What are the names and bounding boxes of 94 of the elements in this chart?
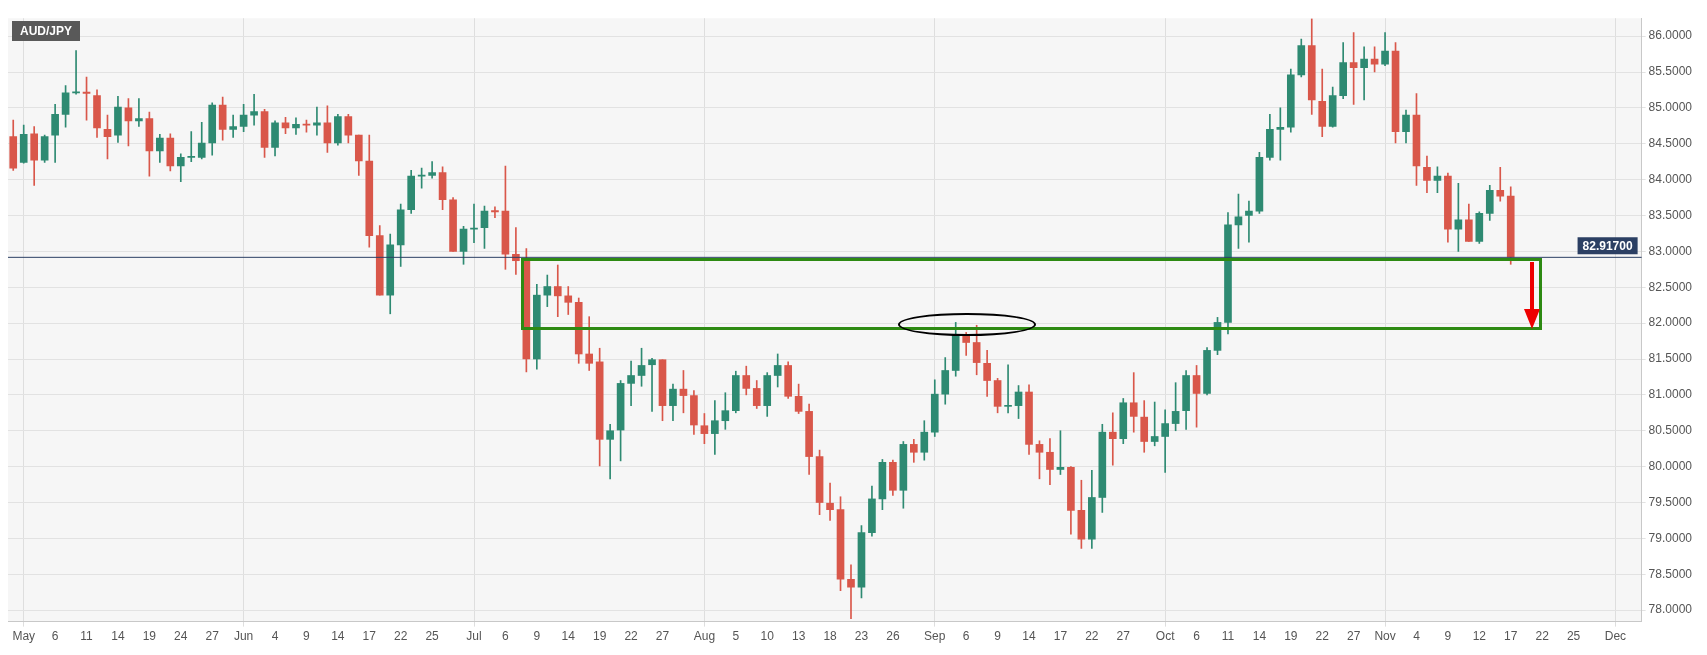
x-tick-label: 14	[561, 629, 576, 644]
x-tick-label: 17	[1053, 629, 1068, 644]
y-tick-label: 79.5000	[1648, 494, 1693, 509]
x-tick-label: 22	[1315, 629, 1330, 644]
candlestick	[648, 357, 656, 412]
candlestick	[428, 161, 436, 179]
candlestick	[135, 98, 143, 127]
x-tick-label: 27	[205, 629, 220, 644]
x-tick-label: 23	[854, 629, 869, 644]
x-tick-label: 27	[655, 629, 670, 644]
x-tick-label: 27	[1116, 629, 1131, 644]
candlestick	[553, 264, 562, 317]
x-tick-label: 19	[592, 629, 607, 644]
x-tick-label: 24	[174, 629, 188, 644]
x-tick-label: 22	[394, 629, 408, 644]
candlestick	[1004, 364, 1012, 414]
x-tick-label: 25	[425, 629, 440, 644]
candlestick	[606, 423, 614, 480]
candlestick	[826, 482, 834, 521]
candlestick	[1108, 412, 1117, 466]
x-tick-label: 14	[1022, 629, 1037, 644]
x-tick-label: Sep	[924, 629, 946, 644]
candlestick	[1161, 409, 1169, 473]
candlestick	[585, 316, 594, 371]
candlestick	[72, 50, 80, 95]
y-tick-label: 78.0000	[1648, 602, 1693, 617]
x-tick-label: 10	[760, 629, 775, 644]
candlestick	[1129, 372, 1138, 433]
candlestick	[292, 117, 300, 135]
x-tick-label: 6	[51, 629, 59, 644]
candlestick	[847, 564, 855, 620]
x-tick-label: 14	[111, 629, 125, 644]
x-tick-label: 14	[331, 629, 345, 644]
x-tick-label: May	[12, 629, 36, 644]
x-tick-label: 19	[1284, 629, 1298, 644]
y-tick-label: 84.0000	[1648, 171, 1693, 186]
y-tick-label: 81.5000	[1648, 351, 1693, 366]
y-tick-label: 80.0000	[1648, 458, 1693, 473]
x-tick-label: 4	[271, 629, 279, 644]
x-tick-label: Dec	[1604, 629, 1627, 644]
x-tick-label: 18	[823, 629, 838, 644]
x-tick-label: 19	[142, 629, 157, 644]
x-tick-label: 26	[886, 629, 900, 644]
y-tick-label: 78.5000	[1648, 566, 1693, 581]
candlestick	[229, 114, 237, 138]
x-tick-label: 11	[80, 629, 94, 644]
candlestick	[1150, 401, 1159, 447]
candlestick	[627, 360, 635, 406]
candlestick	[1245, 200, 1253, 243]
candlestick	[250, 93, 258, 126]
y-tick-label: 82.0000	[1648, 315, 1693, 330]
x-tick-label: 13	[791, 629, 806, 644]
x-tick-label: 12	[1472, 629, 1487, 644]
candlestick	[564, 286, 573, 315]
x-tick-label: 6	[962, 629, 970, 644]
x-tick-label: 6	[502, 629, 510, 644]
x-tick-label: Aug	[693, 629, 716, 644]
x-tick-label: 22	[624, 629, 639, 644]
candlestick	[711, 400, 719, 455]
x-tick-label: 25	[1566, 629, 1581, 644]
candlestick	[491, 206, 499, 218]
y-tick-label: 81.0000	[1648, 387, 1693, 402]
x-tick-label: 4	[1413, 629, 1421, 644]
candlestick	[187, 131, 196, 163]
y-tick-label: 83.5000	[1648, 207, 1693, 222]
x-tick-label: 27	[1346, 629, 1361, 644]
y-tick-label: 85.5000	[1648, 64, 1693, 79]
y-tick-label: 86.0000	[1648, 28, 1693, 43]
y-tick-label: 84.5000	[1648, 136, 1693, 151]
x-tick-label: 11	[1221, 629, 1235, 644]
y-tick-label: 85.0000	[1648, 100, 1693, 115]
candlestick	[1496, 167, 1505, 202]
y-tick-label: 83.0000	[1648, 243, 1693, 258]
x-tick-label: 9	[1444, 629, 1452, 644]
x-tick-label: 22	[1085, 629, 1099, 644]
y-tick-label: 80.5000	[1648, 423, 1693, 438]
x-tick-label: 9	[994, 629, 1002, 644]
x-tick-label: Jul	[466, 629, 482, 644]
x-tick-label: 9	[303, 629, 311, 644]
x-tick-label: Nov	[1374, 629, 1396, 644]
x-tick-label: 5	[732, 629, 740, 644]
candlestick	[1360, 46, 1368, 101]
x-tick-label: Jun	[233, 629, 254, 644]
y-tick-label: 79.0000	[1648, 530, 1693, 545]
x-tick-label: 22	[1535, 629, 1550, 644]
ref-line-label: 82.91700	[1582, 238, 1633, 253]
x-tick-label: 6	[1193, 629, 1201, 644]
x-tick-label: Oct	[1155, 629, 1176, 644]
x-tick-label: 17	[1504, 629, 1518, 644]
text: AUD/JPY	[12, 21, 81, 42]
y-tick-label: 82.5000	[1648, 279, 1693, 294]
x-tick-label: 17	[362, 629, 377, 644]
x-tick-label: 9	[533, 629, 541, 644]
x-tick-label: 14	[1252, 629, 1267, 644]
